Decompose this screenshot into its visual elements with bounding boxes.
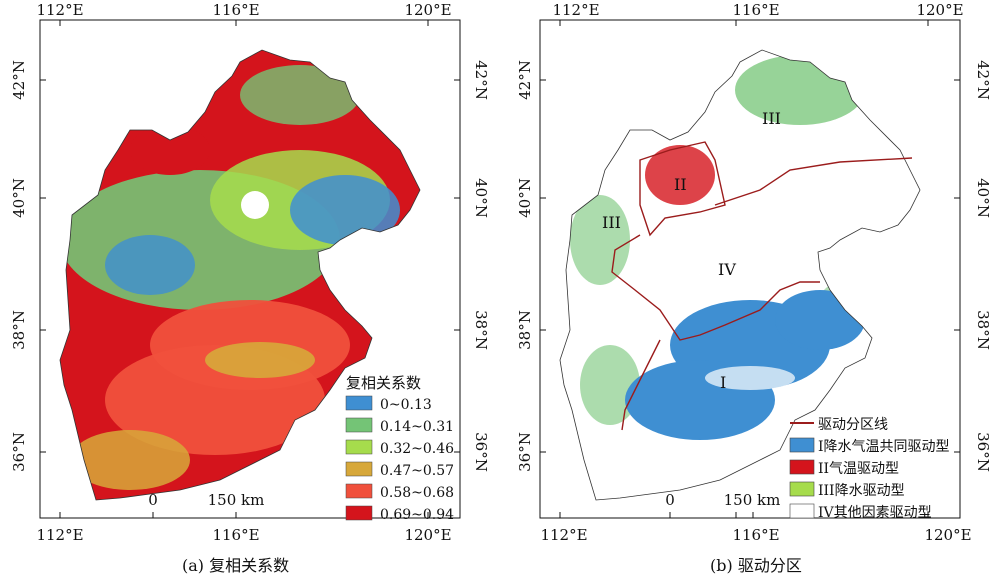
- scale-zero-b: 0: [665, 491, 675, 509]
- legend-b-swatch-1: [789, 437, 815, 453]
- lon-label-bottom-2-b: 116°E: [732, 526, 779, 544]
- legend-b-swatch-4: [789, 503, 815, 519]
- legend-b: 驱动分区线 I降水气温共同驱动型 II气温驱动型 III降水驱动型 IV其他因素驱动型: [789, 417, 950, 521]
- lat-label-right-4-b: 36°N: [974, 432, 992, 472]
- scale-distance-a: 150 km: [208, 491, 265, 509]
- legend-a-swatch-5: [345, 505, 373, 521]
- lat-label-left-1: 42°N: [10, 60, 28, 100]
- legend-a-title: 复相关系数: [346, 374, 421, 392]
- legend-a-label-2: 0.32~0.46: [380, 441, 454, 457]
- lat-label-left-1-b: 42°N: [516, 60, 534, 100]
- lat-label-right-1-b: 42°N: [974, 60, 992, 100]
- lon-label-top-3-b: 120°E: [916, 1, 963, 19]
- panel-a-correlation-map: 112°E 116°E 120°E 112°E 116°E 120°E 42°N…: [0, 0, 500, 580]
- scale-bar-a: 0 150 km: [148, 491, 265, 519]
- legend-b-swatch-2: [789, 459, 815, 475]
- lat-label-right-3: 38°N: [472, 310, 490, 350]
- legend-a-swatch-4: [345, 483, 373, 499]
- legend-a-label-5: 0.69~0.94: [380, 507, 454, 523]
- scale-bar-b: 0 150 km: [665, 491, 781, 519]
- lon-label-bottom-3-b: 120°E: [924, 526, 971, 544]
- panel-b-driving-zones-map: III II III IV I 112°E 116°E 120°E 112°E …: [500, 0, 1000, 580]
- scale-distance-b: 150 km: [724, 491, 781, 509]
- lon-label-bottom-1: 112°E: [36, 526, 83, 544]
- legend-a-label-3: 0.47~0.57: [380, 463, 454, 479]
- legend-b-swatch-3: [789, 481, 815, 497]
- lat-ticks-b: 42°N 40°N 38°N 36°N 42°N 40°N 38°N 36°N: [516, 60, 992, 472]
- lon-ticks-b: 112°E 116°E 120°E 112°E 116°E 120°E: [540, 1, 971, 544]
- lon-label-top-1-b: 112°E: [552, 1, 599, 19]
- lon-label-top-2: 116°E: [212, 1, 259, 19]
- lat-label-left-3: 38°N: [10, 310, 28, 350]
- lon-label-bottom-2: 116°E: [212, 526, 259, 544]
- lat-label-left-3-b: 38°N: [516, 310, 534, 350]
- legend-b-label-3: III降水驱动型: [818, 483, 905, 499]
- caption-a: (a) 复相关系数: [182, 556, 290, 575]
- lat-label-right-3-b: 38°N: [974, 310, 992, 350]
- lon-label-bottom-1-b: 112°E: [540, 526, 587, 544]
- lat-label-left-2: 40°N: [10, 178, 28, 218]
- zone-label-III-east: III: [762, 109, 781, 128]
- lat-label-left-4: 36°N: [10, 432, 28, 472]
- lat-ticks-a: 42°N 40°N 38°N 36°N 42°N 40°N 38°N 36°N: [10, 60, 490, 472]
- lon-label-top-1: 112°E: [36, 1, 83, 19]
- legend-b-label-0: 驱动分区线: [818, 417, 888, 433]
- lon-ticks-a: 112°E 116°E 120°E 112°E 116°E 120°E: [36, 1, 451, 544]
- legend-a-label-0: 0~0.13: [380, 397, 432, 413]
- lat-label-left-2-b: 40°N: [516, 178, 534, 218]
- legend-a-label-4: 0.58~0.68: [380, 485, 454, 501]
- lat-label-right-1: 42°N: [472, 60, 490, 100]
- lon-label-bottom-3: 120°E: [404, 526, 451, 544]
- legend-a-label-1: 0.14~0.31: [380, 419, 454, 435]
- map-a-svg: 112°E 116°E 120°E 112°E 116°E 120°E 42°N…: [10, 1, 490, 544]
- lon-label-top-3: 120°E: [404, 1, 451, 19]
- legend-a-swatch-2: [345, 439, 373, 455]
- legend-b-label-1: I降水气温共同驱动型: [818, 439, 950, 455]
- lat-label-right-4: 36°N: [472, 432, 490, 472]
- zone-label-III-west: III: [602, 213, 621, 232]
- legend-a-swatch-0: [345, 395, 373, 411]
- legend-a-swatch-1: [345, 417, 373, 433]
- scale-zero-a: 0: [148, 491, 158, 509]
- caption-b: (b) 驱动分区: [710, 556, 802, 575]
- legend-a-swatch-3: [345, 461, 373, 477]
- lat-label-right-2-b: 40°N: [974, 178, 992, 218]
- map-b-svg: III II III IV I 112°E 116°E 120°E 112°E …: [516, 1, 992, 544]
- zone-label-II: II: [674, 175, 687, 194]
- lat-label-left-4-b: 36°N: [516, 432, 534, 472]
- zone-label-I: I: [720, 373, 726, 392]
- region-outline-a: [59, 49, 421, 501]
- legend-b-label-2: II气温驱动型: [818, 461, 899, 477]
- legend-a: 复相关系数 0~0.13 0.14~0.31 0.32~0.46 0.47~0.57 0…: [345, 374, 454, 523]
- lat-label-right-2: 40°N: [472, 178, 490, 218]
- lon-label-top-2-b: 116°E: [732, 1, 779, 19]
- legend-b-label-4: IV其他因素驱动型: [818, 505, 932, 521]
- zone-label-IV: IV: [718, 260, 736, 279]
- region-outline-b: [559, 49, 921, 501]
- zone-division-lines: [611, 141, 913, 431]
